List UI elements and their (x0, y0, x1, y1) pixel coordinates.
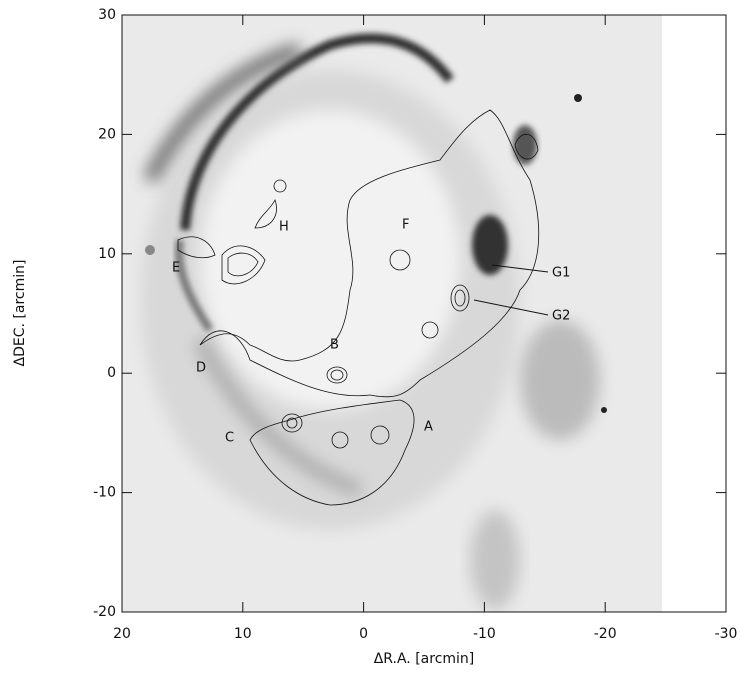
y-tick-label: -10 (93, 485, 116, 501)
annotation: E (172, 261, 180, 276)
x-tick-label: -20 (594, 626, 617, 642)
y-axis-label: ΔDEC. [arcmin] (12, 260, 28, 367)
annotation: G2 (552, 309, 570, 324)
x-axis-label: ΔR.A. [arcmin] (374, 651, 475, 667)
annotation: B (330, 338, 339, 353)
x-tick-label: -10 (473, 626, 496, 642)
x-tick-label: 10 (234, 626, 252, 642)
x-tick-label: 0 (359, 626, 368, 642)
contours (177, 109, 540, 506)
y-tick-label: 0 (107, 365, 116, 381)
annotation: H (279, 220, 289, 235)
annotation: G1 (552, 266, 570, 281)
annotation: D (196, 361, 206, 376)
annotation: A (424, 420, 433, 435)
x-tick-label: -30 (715, 626, 738, 642)
sky-image (122, 15, 662, 612)
x-tick-label: 20 (113, 626, 131, 642)
y-tick-label: 10 (98, 246, 116, 262)
annotation: F (402, 218, 409, 233)
y-tick-label: -20 (93, 604, 116, 620)
plot-frame (121, 14, 727, 613)
annotation: C (225, 431, 234, 446)
y-tick-label: 30 (98, 7, 116, 23)
annotation-arrows (473, 264, 549, 316)
y-tick-label: 20 (98, 126, 116, 142)
